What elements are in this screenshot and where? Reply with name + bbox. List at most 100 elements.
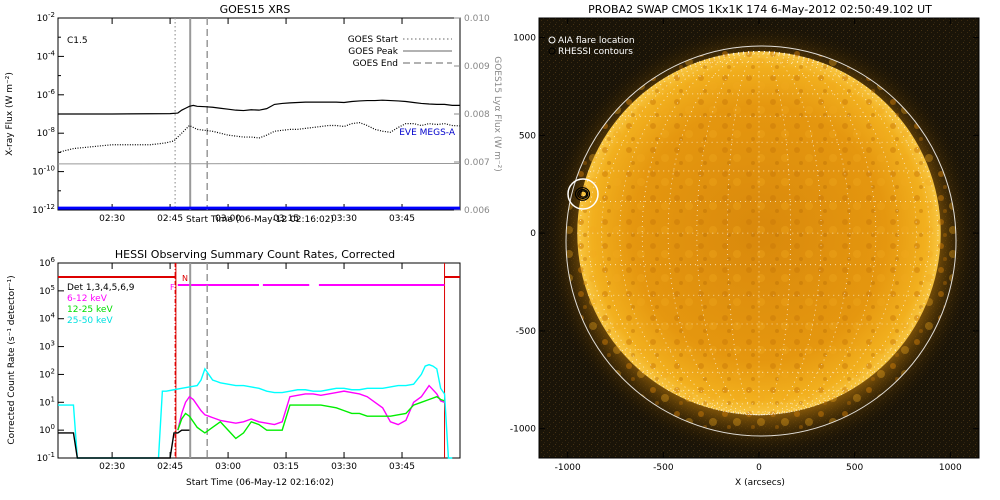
goes-x-tick-label: 03:15	[273, 214, 299, 224]
goes-right-tick-label: 0.008	[464, 110, 490, 120]
goes-y-tick-label: 10-4	[37, 49, 56, 62]
goes-legend: GOES Start GOES Peak GOES End	[348, 35, 452, 69]
swap-y-tick-label: -1000	[510, 425, 536, 435]
goes-time-markers	[174, 18, 208, 210]
aia-flare-location-circle	[567, 178, 599, 210]
goes-x-tick-label: 03:00	[215, 214, 241, 224]
hessi-plot-frame	[57, 262, 461, 459]
heliographic-grid	[577, 50, 941, 416]
goes-y-tick-label: 10-2	[37, 11, 55, 24]
hessi-x-tick-label: 02:30	[99, 462, 125, 472]
goes-eve-label: EVE MEGS-A	[399, 128, 456, 138]
swap-legend-aia-label: AIA flare location	[558, 36, 635, 46]
hessi-y-tick-label: 10-1	[37, 451, 55, 464]
swap-x-tick-label: -500	[653, 463, 674, 473]
hessi-y-tick-label: 104	[39, 312, 55, 325]
goes-right-tick-label: 0.007	[464, 158, 490, 168]
hessi-y-tick-label: 101	[39, 395, 55, 408]
hessi-y-tick-label: 100	[39, 423, 55, 436]
swap-legend: AIA flare location RHESSI contours	[548, 36, 635, 57]
swap-legend-rhessi-label: RHESSI contours	[558, 47, 633, 57]
swap-x-axis-label: X (arcsecs)	[735, 478, 785, 488]
grid-longitude-line	[641, 50, 760, 416]
rhessi-contour	[574, 187, 591, 201]
hessi-panel: HESSI Observing Summary Count Rates, Cor…	[7, 248, 461, 488]
swap-panel: PROBA2 SWAP CMOS 1Kx1K 174 6-May-2012 02…	[510, 3, 980, 488]
swap-x-tick-label: -1000	[555, 463, 581, 473]
swap-y-tick-label: 0	[530, 229, 536, 239]
hessi-y-tick-labels: 10-1 100 101 102 103 104 105 106	[37, 256, 64, 464]
rhessi-contour	[577, 188, 589, 200]
hessi-x-ticks: 02:30 02:45 03:00 03:15 03:30 03:45	[99, 263, 415, 472]
goes-y-tick-label: 10-10	[32, 165, 55, 178]
goes-long-line	[58, 99, 460, 115]
swap-axis-ticks: -1000 -500 0 500 1000 1000 500 0 -500 -1000	[510, 18, 979, 473]
goes-x-tick-label: 02:45	[157, 214, 183, 224]
goes-y-tick-label: 10-8	[37, 126, 55, 139]
goes-y-tick-label: 10-12	[32, 203, 55, 216]
hessi-series-25-50-keV	[58, 363, 453, 459]
swap-y-tick-label: -500	[516, 327, 537, 337]
hessi-x-axis-label: Start Time (06-May-12 02:16:02)	[186, 478, 334, 488]
goes-right-tick-label: 0.006	[464, 206, 490, 216]
swap-x-tick-label: 500	[846, 463, 863, 473]
swap-y-tick-label: 500	[519, 131, 536, 141]
goes-short-line	[57, 122, 461, 153]
goes-series	[57, 99, 461, 210]
swap-x-tick-label: 1000	[939, 463, 962, 473]
goes-x-axis-label: Start Time (06-May-12 02:16:02)	[186, 215, 334, 225]
sun-disk-texture	[566, 46, 956, 436]
goes-title: GOES15 XRS	[220, 3, 291, 16]
goes-legend-start-label: GOES Start	[348, 35, 399, 45]
hessi-x-tick-label: 03:30	[331, 462, 357, 472]
hessi-x-tick-label: 03:45	[389, 462, 415, 472]
goes-class-label: C1.5	[67, 36, 88, 46]
swap-y-tick-label: 1000	[513, 34, 536, 44]
goes-y-axis-label-right: GOES15 Lyα Flux (W m⁻²)	[492, 56, 502, 172]
hessi-legend-title: Det 1,3,4,5,6,9	[67, 283, 135, 293]
grid-longitude-line	[587, 50, 760, 416]
goes-x-tick-label: 02:30	[99, 214, 125, 224]
goes-panel: GOES15 XRS 10-2 10-4 10-6 10-8 10-10 10-12 0.…	[5, 3, 502, 225]
hessi-y-tick-label: 103	[39, 340, 55, 353]
hessi-legend-6-12: 6-12 keV	[67, 294, 108, 304]
swap-x-tick-label: 0	[756, 463, 762, 473]
hessi-series	[58, 363, 453, 459]
hessi-night-flag-label: N	[182, 274, 188, 283]
goes-legend-end-label: GOES End	[353, 59, 398, 69]
hessi-title: HESSI Observing Summary Count Rates, Cor…	[115, 248, 395, 261]
sun-limb-outline	[565, 45, 957, 437]
hessi-flare-flag-label: F	[170, 283, 175, 292]
hessi-y-tick-label: 106	[39, 256, 55, 269]
hessi-y-tick-label: 105	[39, 284, 55, 297]
goes-right-tick-label: 0.010	[464, 14, 490, 24]
goes-x-tick-label: 03:30	[331, 214, 357, 224]
hessi-time-markers	[174, 263, 208, 458]
goes-y-tick-label: 10-6	[37, 88, 56, 101]
rhessi-contours	[574, 187, 591, 201]
hessi-series-6-12-keV	[177, 384, 445, 431]
goes-right-tick-label: 0.009	[464, 62, 490, 72]
grid-longitude-line	[758, 50, 931, 416]
hessi-legend-25-50: 25-50 keV	[67, 316, 113, 326]
hessi-x-tick-label: 03:15	[273, 462, 299, 472]
hessi-legend: Det 1,3,4,5,6,9 6-12 keV 12-25 keV 25-50…	[67, 283, 135, 326]
goes-y-tick-labels-right: 0.010 0.009 0.008 0.007 0.006	[454, 14, 490, 216]
hessi-flags	[58, 263, 460, 458]
goes-y-axis-label-left: X-ray Flux (W m⁻²)	[5, 72, 15, 156]
hessi-x-tick-label: 03:00	[215, 462, 241, 472]
hessi-series-unlabeled	[58, 429, 190, 459]
grid-longitude-line	[758, 50, 877, 416]
hessi-y-axis-label: Corrected Count Rate (s⁻¹ detector⁻¹)	[7, 275, 17, 444]
swap-title: PROBA2 SWAP CMOS 1Kx1K 174 6-May-2012 02…	[588, 3, 932, 16]
hessi-legend-12-25: 12-25 keV	[67, 305, 113, 315]
hessi-y-tick-label: 102	[39, 367, 55, 380]
rhessi-contour	[578, 190, 588, 198]
goes-legend-peak-label: GOES Peak	[348, 47, 398, 57]
swap-legend-rhessi-swatch	[548, 47, 556, 55]
swap-legend-aia-swatch	[548, 36, 556, 44]
hessi-series-12-25-keV	[177, 395, 445, 440]
goes-x-tick-label: 03:45	[389, 214, 415, 224]
hessi-x-tick-label: 02:45	[157, 462, 183, 472]
